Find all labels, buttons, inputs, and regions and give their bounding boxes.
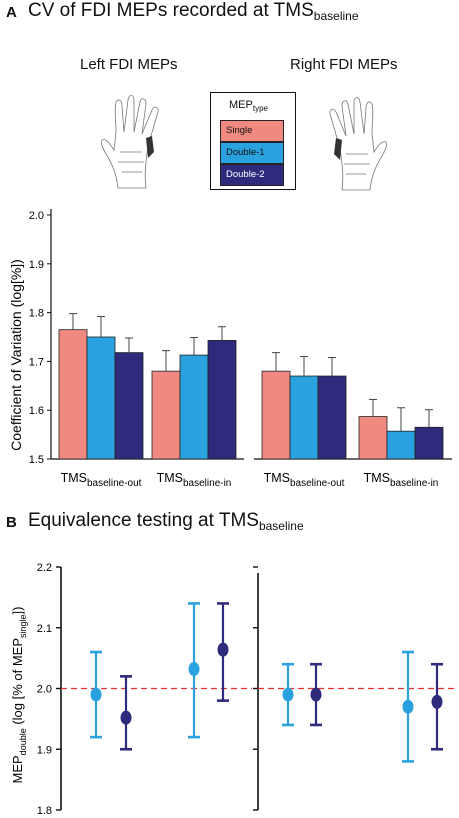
- x-tick-label-main: TMS: [264, 471, 290, 485]
- bar: [86, 336, 116, 460]
- y-tick-label: 1.9: [29, 259, 44, 271]
- left-col-title: Left FDI MEPs: [80, 56, 178, 73]
- x-tick-label-main: TMS: [364, 471, 390, 485]
- legend-title-main: MEP: [229, 99, 253, 111]
- panel-b-plot: 1.8 1.9 2.0 2.1 2.2: [37, 562, 456, 817]
- panel-a-title-sub: baseline: [313, 9, 359, 23]
- y-tick-label: 2.1: [37, 623, 52, 635]
- bar: [358, 416, 388, 460]
- data-point: [90, 687, 102, 702]
- x-tick-label-sub: baseline-out: [290, 478, 345, 489]
- legend-item-double-1: Double-1: [220, 142, 284, 164]
- data-point: [431, 694, 443, 709]
- right-hand-icon: [329, 97, 388, 191]
- y-tick-label: 1.6: [29, 405, 44, 417]
- panel-a-letter: A: [6, 4, 17, 21]
- panel-a-title: CV of FDI MEPs recorded at TMSbaseline: [28, 0, 359, 23]
- legend-title: MEPtype: [229, 99, 268, 113]
- y-tick-label: 1.7: [29, 356, 44, 368]
- data-point: [402, 699, 414, 714]
- right-col-title: Right FDI MEPs: [290, 56, 398, 73]
- panel-b-title-main: Equivalence testing at TMS: [28, 510, 259, 531]
- bar: [317, 375, 347, 460]
- data-point: [188, 662, 200, 677]
- x-tick-label: TMSbaseline-out: [61, 471, 142, 489]
- y-tick-label: 1.8: [37, 805, 52, 817]
- y-tick-label: 2.0: [37, 684, 52, 696]
- x-tick-label-sub: baseline-in: [390, 478, 438, 489]
- panel-b-letter: B: [6, 514, 17, 531]
- y-tick-label: 1.9: [37, 744, 52, 756]
- panel-b-ylabel-end: ]): [10, 607, 25, 615]
- y-tick-label: 2.2: [37, 562, 52, 574]
- panel-b-ylabel-sub2: single: [18, 614, 28, 638]
- y-tick-label: 1.5: [29, 454, 44, 466]
- data-point: [310, 687, 322, 702]
- data-point: [120, 710, 132, 725]
- panel-b-title-sub: baseline: [258, 519, 304, 533]
- bar: [261, 370, 291, 460]
- y-tick-label: 1.8: [29, 308, 44, 320]
- panel-b-ylabel-main: MEP: [10, 755, 25, 783]
- bar: [151, 370, 181, 460]
- x-tick-label-main: TMS: [61, 471, 87, 485]
- panel-b-chart: MEPdouble (log [% of MEPsingle]) 1.8 1.9 2…: [10, 562, 456, 817]
- x-tick-label-sub: baseline-in: [183, 478, 231, 489]
- x-tick-label: TMSbaseline-in: [364, 471, 439, 489]
- x-tick-label-main: TMS: [157, 471, 183, 485]
- bar: [207, 340, 237, 460]
- panel-b-title: Equivalence testing at TMSbaseline: [28, 510, 304, 533]
- legend-title-sub: type: [252, 104, 268, 114]
- panel-b-ylabel-sub1: double: [18, 728, 28, 755]
- panel-a-chart: Coefficient of Variation (log[%]) 1.5 1.6…: [8, 209, 452, 489]
- panel-b-ylabel: MEPdouble (log [% of MEPsingle]): [10, 607, 28, 784]
- legend-item-single: Single: [220, 120, 284, 142]
- left-hand-icon: [100, 95, 159, 189]
- bar: [58, 329, 88, 460]
- bar: [179, 354, 209, 460]
- panel-a-title-main: CV of FDI MEPs recorded at TMS: [28, 0, 314, 21]
- legend-item-double-2: Double-2: [220, 164, 284, 186]
- legend: MEPtype Single Double-1 Double-2: [210, 92, 296, 190]
- panel-b-ylabel-mid: (log [% of MEP: [10, 638, 25, 728]
- y-tick-label: 2.0: [29, 210, 44, 222]
- panel-a-ylabel: Coefficient of Variation (log[%]): [8, 259, 24, 451]
- bar: [386, 430, 416, 460]
- bar: [114, 352, 144, 460]
- x-tick-label: TMSbaseline-out: [264, 471, 345, 489]
- data-point: [217, 642, 229, 657]
- bar: [414, 426, 444, 460]
- bar: [289, 375, 319, 460]
- data-point: [282, 687, 294, 702]
- x-tick-label: TMSbaseline-in: [157, 471, 232, 489]
- x-tick-label-sub: baseline-out: [87, 478, 142, 489]
